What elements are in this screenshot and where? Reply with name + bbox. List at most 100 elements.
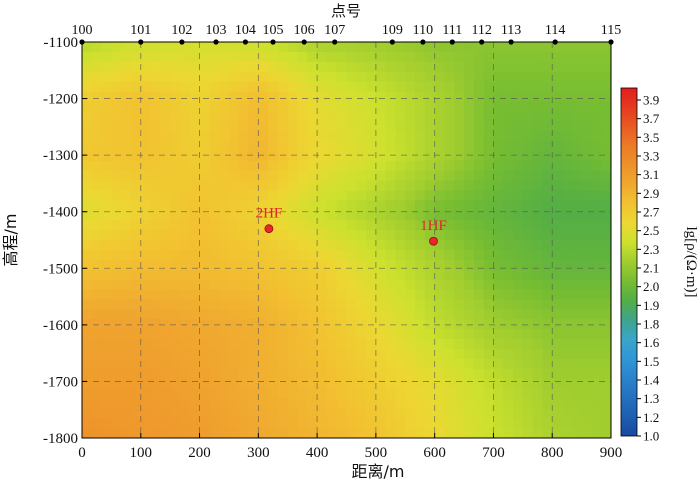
field-cell (336, 220, 348, 231)
field-cell (101, 141, 112, 152)
field-cell (336, 190, 348, 201)
field-cell (395, 210, 406, 221)
field-cell (552, 299, 563, 310)
field-cell (326, 210, 338, 221)
field-cell (464, 368, 475, 380)
field-cell (248, 51, 259, 63)
field-cell (513, 358, 524, 370)
field-cell (199, 121, 210, 132)
field-cell (375, 230, 387, 241)
field-cell (297, 269, 308, 281)
field-cell (591, 259, 602, 271)
field-cell (130, 131, 142, 142)
field-cell (326, 121, 338, 132)
field-cell (385, 240, 397, 251)
field-cell (307, 190, 318, 201)
field-cell (258, 220, 269, 231)
field-cell (189, 200, 201, 211)
field-cell (356, 358, 367, 370)
field-cell (179, 329, 191, 340)
field-cell (258, 418, 269, 429)
field-cell (424, 81, 436, 93)
field-cell (532, 220, 544, 231)
field-cell (346, 408, 357, 419)
field-cell (493, 289, 504, 300)
field-cell (101, 299, 112, 310)
field-cell (552, 358, 563, 370)
field-cell (219, 348, 230, 360)
field-cell (258, 61, 269, 73)
field-cell (454, 210, 465, 221)
field-cell (317, 329, 328, 340)
field-cell (248, 388, 259, 399)
field-cell (228, 428, 240, 438)
field-cell (346, 249, 357, 261)
field-cell (591, 111, 602, 122)
field-cell (287, 358, 299, 370)
field-cell (464, 230, 475, 241)
field-cell (179, 91, 191, 102)
field-cell (326, 348, 338, 360)
field-cell (160, 61, 171, 73)
field-cell (199, 319, 210, 330)
field-cell (571, 220, 583, 231)
field-cell (189, 358, 201, 370)
field-cell (532, 141, 544, 152)
field-cell (522, 111, 534, 122)
field-cell (91, 61, 103, 73)
field-cell (111, 51, 122, 63)
field-cell (199, 388, 210, 399)
field-cell (532, 131, 544, 142)
field-cell (130, 368, 142, 380)
field-cell (326, 329, 338, 340)
field-cell (581, 150, 593, 162)
field-cell (140, 160, 152, 172)
field-cell (375, 368, 387, 380)
field-cell (111, 299, 122, 310)
field-cell (287, 388, 299, 399)
field-cell (395, 358, 406, 370)
field-cell (199, 91, 210, 102)
field-cell (532, 398, 544, 409)
field-cell (522, 329, 534, 340)
field-cell (111, 200, 122, 211)
field-cell (591, 368, 602, 380)
field-cell (532, 200, 544, 211)
field-cell (542, 141, 553, 152)
field-cell (464, 378, 475, 390)
field-cell (601, 200, 611, 211)
field-cell (601, 51, 611, 63)
field-cell (170, 91, 181, 102)
field-cell (326, 279, 338, 291)
field-cell (317, 71, 328, 83)
field-cell (297, 309, 308, 320)
field-cell (346, 190, 357, 201)
field-cell (464, 141, 475, 152)
field-cell (503, 358, 514, 370)
field-cell (140, 51, 152, 63)
field-cell (268, 150, 279, 162)
field-cell (287, 200, 299, 211)
field-cell (248, 141, 259, 152)
field-cell (160, 249, 171, 261)
field-cell (160, 398, 171, 409)
field-cell (287, 398, 299, 409)
field-cell (366, 240, 377, 251)
field-cell (170, 230, 181, 241)
field-cell (542, 111, 553, 122)
station-dot (389, 39, 395, 45)
field-cell (346, 279, 357, 291)
field-cell (552, 240, 563, 251)
field-cell (542, 339, 553, 350)
field-cell (317, 378, 328, 390)
field-cell (513, 259, 524, 271)
colorbar-tick-label: 2.7 (643, 205, 660, 220)
field-cell (581, 190, 593, 201)
field-cell (522, 339, 534, 350)
field-cell (297, 61, 308, 73)
field-cell (483, 230, 495, 241)
x-tick-label: 800 (541, 445, 564, 461)
field-cell (130, 428, 142, 438)
field-cell (336, 81, 348, 93)
field-cell (82, 388, 93, 399)
